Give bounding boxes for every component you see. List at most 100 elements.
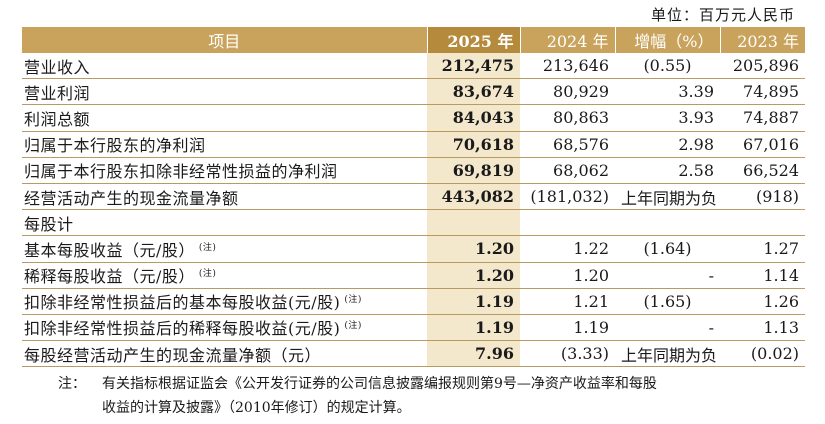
cell-2023-text: 67,016 — [743, 134, 799, 154]
cell-growth: 3.39 — [615, 78, 720, 106]
row-label: 每股经营活动产生的现金流量净额（元） — [22, 340, 427, 368]
table-row: 经营活动产生的现金流量净额 443,082 (181,032) 上年同期为负 (918) — [22, 183, 805, 211]
cell-2023: 1.26 — [720, 288, 805, 315]
table-row: 利润总额 84,043 80,863 3.93 74,887 — [22, 104, 805, 132]
cell-2023-text: 1.26 — [763, 291, 799, 311]
table-row: 每股经营活动产生的现金流量净额（元） 7.96 (3.33) 上年同期为负 (0.02) — [22, 340, 805, 368]
row-label: 归属于本行股东扣除非经常性损益的净利润 — [22, 157, 427, 184]
row-label-text: 扣除非经常性损益后的稀释每股收益(元/股) — [24, 319, 341, 339]
cell-growth-text: 2.58 — [678, 160, 714, 180]
cell-2025-text: 1.19 — [475, 291, 514, 311]
table-row: 扣除非经常性损益后的基本每股收益(元/股) (注) 1.19 1.21 (1.65) 1.… — [22, 288, 805, 315]
row-label-text: 经营活动产生的现金流量净额 — [24, 188, 239, 208]
table-row: 扣除非经常性损益后的稀释每股收益(元/股) (注) 1.19 1.19 - 1.13 — [22, 314, 805, 342]
cell-growth: (0.55) — [615, 53, 720, 80]
cell-2024: (3.33) — [520, 340, 615, 368]
cell-growth-text: - — [708, 317, 714, 337]
unit-label: 单位：百万元人民币 — [650, 6, 795, 24]
row-label-text: 每股经营活动产生的现金流量净额（元） — [24, 345, 322, 365]
cell-growth-text: (0.55) — [643, 56, 692, 76]
cell-2024-text: 68,062 — [553, 160, 609, 180]
cell-2023: 1.27 — [720, 235, 805, 263]
cell-2023-text: 205,896 — [732, 56, 799, 76]
cell-growth-text: 3.39 — [678, 82, 714, 102]
cell-growth-text: (1.65) — [643, 291, 692, 311]
cell-growth — [615, 209, 720, 237]
row-label-text: 营业收入 — [24, 57, 91, 77]
row-label: 营业收入 — [22, 53, 427, 80]
cell-2023: 66,524 — [720, 157, 805, 184]
row-label-text: 扣除非经常性损益后的基本每股收益(元/股) — [24, 293, 341, 313]
cell-2024: 213,646 — [520, 53, 615, 80]
cell-growth-text: 上年同期为负 — [621, 345, 718, 365]
row-label: 稀释每股收益（元/股） (注) — [22, 262, 427, 289]
table-row: 营业利润 83,674 80,929 3.39 74,895 — [22, 78, 805, 106]
cell-2023-text: 74,887 — [743, 108, 799, 128]
table-row: 基本每股收益（元/股） (注) 1.20 1.22 (1.64) 1.27 — [22, 235, 805, 263]
cell-2024-text: 80,863 — [553, 108, 609, 128]
cell-2025-text: 84,043 — [452, 108, 514, 128]
cell-2025-text: 1.19 — [475, 317, 514, 337]
cell-growth: 2.58 — [615, 157, 720, 184]
cell-2025: 70,618 — [427, 131, 520, 158]
cell-growth: - — [615, 262, 720, 289]
cell-2024: 1.20 — [520, 262, 615, 289]
cell-2023 — [720, 209, 805, 237]
table-row: 每股计 — [22, 209, 805, 237]
cell-2025: 443,082 — [427, 183, 520, 211]
cell-2024-text: 1.22 — [573, 239, 609, 259]
row-label-text: 利润总额 — [24, 109, 91, 129]
cell-2024-text: (3.33) — [560, 344, 609, 364]
cell-2023: 67,016 — [720, 131, 805, 158]
cell-2023: 74,895 — [720, 78, 805, 106]
cell-2025: 83,674 — [427, 78, 520, 106]
row-label-text: 归属于本行股东的净利润 — [24, 136, 206, 156]
footnote-lead: 注： — [58, 376, 86, 392]
table-row: 归属于本行股东扣除非经常性损益的净利润 69,819 68,062 2.58 66,52… — [22, 157, 805, 184]
cell-2023: 1.13 — [720, 314, 805, 342]
cell-2024 — [520, 209, 615, 237]
cell-2025 — [427, 209, 520, 237]
cell-growth-text: (1.64) — [643, 239, 692, 259]
cell-2024: 68,062 — [520, 157, 615, 184]
row-label-text: 归属于本行股东扣除非经常性损益的净利润 — [24, 162, 338, 182]
cell-2024: 1.19 — [520, 314, 615, 342]
row-label: 每股计 — [22, 209, 427, 237]
note-marker: (注) — [344, 294, 362, 305]
footnote-line-1: 有关指标根据证监会《公开发行证券的公司信息披露编报规则第9号—净资产收益率和每股 — [102, 376, 657, 392]
header-growth: 增幅（%） — [614, 27, 720, 53]
cell-growth: 上年同期为负 — [615, 340, 720, 368]
cell-2024-text: 1.19 — [573, 317, 609, 337]
header-item: 项目 — [22, 27, 427, 53]
footnote: 注： 有关指标根据证监会《公开发行证券的公司信息披露编报规则第9号—净资产收益率… — [58, 372, 786, 420]
cell-2024-text: 68,576 — [553, 134, 609, 154]
note-marker: (注) — [198, 242, 217, 253]
row-label-text: 基本每股收益（元/股） — [24, 240, 195, 260]
row-label: 扣除非经常性损益后的稀释每股收益(元/股) (注) — [22, 314, 427, 342]
cell-2023-text: 1.27 — [763, 239, 799, 259]
cell-2024: 1.22 — [520, 235, 615, 263]
cell-2024: 80,863 — [520, 104, 615, 132]
row-label: 利润总额 — [22, 104, 427, 132]
cell-2025: 1.20 — [427, 235, 520, 263]
cell-growth: (1.64) — [615, 235, 720, 263]
cell-2025: 1.19 — [427, 314, 520, 342]
row-label: 经营活动产生的现金流量净额 — [22, 183, 427, 211]
cell-2024-text: 1.20 — [573, 265, 609, 285]
cell-growth: - — [615, 314, 720, 342]
cell-2024-text: 1.21 — [573, 291, 609, 311]
cell-2023-text: (918) — [755, 187, 799, 207]
cell-2024: 68,576 — [520, 131, 615, 158]
table-row: 稀释每股收益（元/股） (注) 1.20 1.20 - 1.14 — [22, 262, 805, 289]
note-marker: (注) — [344, 321, 362, 332]
cell-2024: 1.21 — [520, 288, 615, 315]
header-2023: 2023 年 — [719, 27, 805, 53]
cell-2025: 69,819 — [427, 157, 520, 184]
cell-2025: 7.96 — [427, 340, 520, 368]
cell-2023: 205,896 — [720, 53, 805, 80]
cell-growth: (1.65) — [615, 288, 720, 315]
row-label-text: 每股计 — [24, 214, 74, 234]
row-label: 扣除非经常性损益后的基本每股收益(元/股) (注) — [22, 288, 427, 315]
cell-2023: 1.14 — [720, 262, 805, 289]
cell-2023-text: 66,524 — [743, 160, 799, 180]
